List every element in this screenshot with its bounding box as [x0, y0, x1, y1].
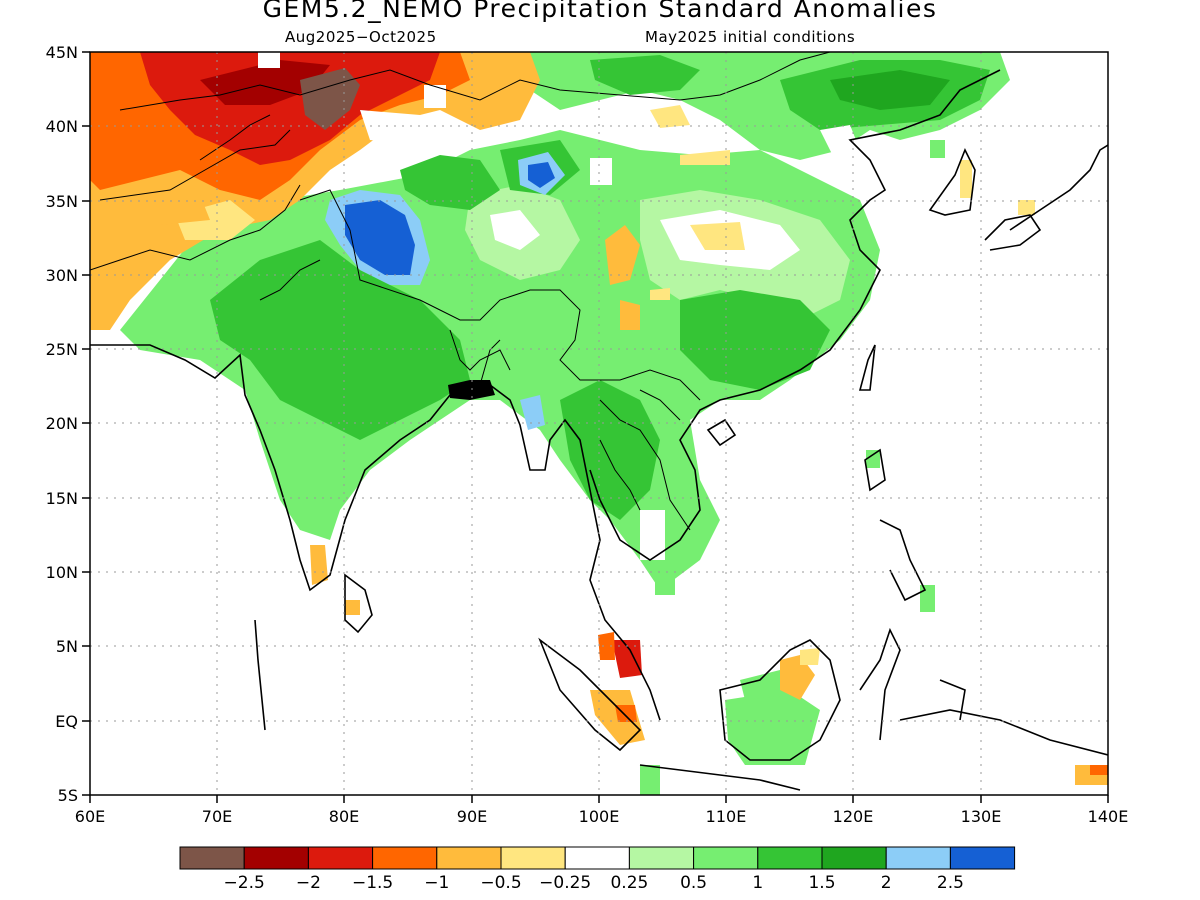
colorbar-swatch [243, 846, 309, 870]
lon-label: 110E [706, 807, 747, 826]
colorbar-label: −1.5 [352, 873, 393, 893]
country-borders [90, 52, 831, 531]
latitude-labels: 45N 40N 35N 30N 25N 20N 15N 10N 5N EQ 5S [46, 43, 78, 805]
colorbar-label: −0.25 [539, 873, 591, 893]
lon-label: 80E [329, 807, 359, 826]
dry-core-kazakhstan [300, 68, 360, 130]
lat-label: 5S [58, 786, 78, 805]
lat-label: 5N [56, 637, 78, 656]
lat-label: 10N [46, 563, 78, 582]
colorbar-label: −2.5 [224, 873, 265, 893]
colorbar-swatch [179, 846, 245, 870]
colorbar-swatch [307, 846, 374, 870]
lon-label: 90E [457, 807, 487, 826]
wet-region-borneo [725, 690, 820, 765]
lon-label: 120E [833, 807, 874, 826]
lon-label: 130E [961, 807, 1002, 826]
colorbar-label: −0.5 [480, 873, 521, 893]
lon-label: 70E [202, 807, 232, 826]
forecast-period: Aug2025−Oct2025 [285, 28, 437, 46]
colorbar-label: 0.5 [680, 873, 707, 893]
gridlines [90, 52, 1108, 795]
colorbar-label: 1 [752, 873, 763, 893]
colorbar-label: −2 [296, 873, 321, 893]
lon-label: 140E [1088, 807, 1129, 826]
colorbar-swatch [564, 846, 630, 870]
initial-conditions: May2025 initial conditions [645, 28, 856, 46]
colorbar-swatch [885, 846, 951, 870]
lon-label: 100E [579, 807, 620, 826]
colorbar-label: 1.5 [808, 873, 835, 893]
axis-ticks [82, 51, 1109, 803]
colorbar-swatch [949, 846, 1016, 870]
lon-label: 60E [75, 807, 105, 826]
lat-label: 15N [46, 489, 78, 508]
longitude-labels: 60E 70E 80E 90E 100E 110E 120E 130E 140E [75, 807, 1129, 826]
colorbar-label: 0.25 [610, 873, 648, 893]
chart-title: GEM5.2_NEMO Precipitation Standard Anoma… [262, 0, 938, 23]
lat-label: 25N [46, 340, 78, 359]
colorbar-swatch [821, 846, 887, 870]
colorbar-label: 2 [881, 873, 892, 893]
lat-label: 20N [46, 414, 78, 433]
colorbar-swatch [436, 846, 502, 870]
colorbar-label: −1 [424, 873, 449, 893]
colorbar: −2.5 −2 −1.5 −1 −0.5 −0.25 0.25 0.5 1 1.5 2 2.5 [179, 846, 1016, 893]
wet-core-india [210, 240, 470, 440]
lat-label: EQ [55, 712, 78, 731]
colorbar-swatch [757, 846, 823, 870]
lat-label: 45N [46, 43, 78, 62]
colorbar-swatch [628, 846, 695, 870]
lat-label: 35N [46, 192, 78, 211]
lat-label: 40N [46, 117, 78, 136]
colorbar-swatch [372, 846, 438, 870]
colorbar-swatch [693, 846, 759, 870]
colorbar-label: 2.5 [937, 873, 964, 893]
lat-label: 30N [46, 266, 78, 285]
colorbar-swatch [500, 846, 566, 870]
